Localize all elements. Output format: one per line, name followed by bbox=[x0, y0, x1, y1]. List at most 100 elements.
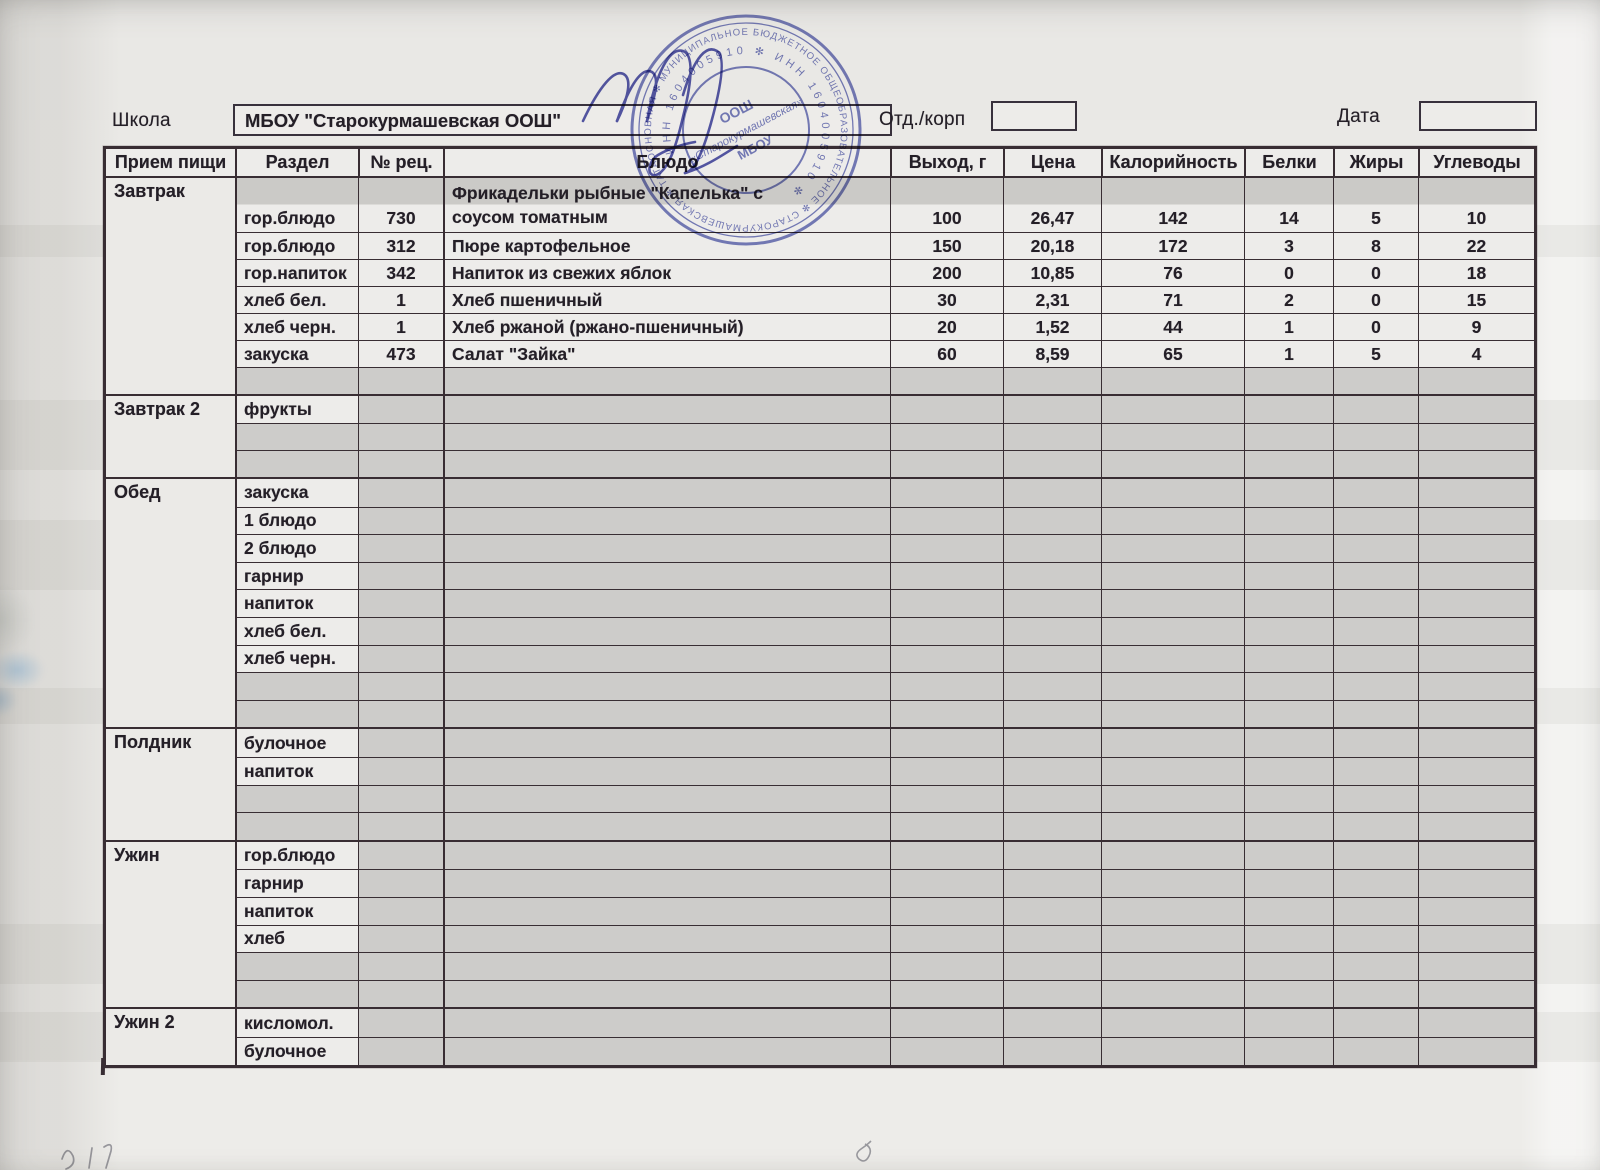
cell-price bbox=[1003, 479, 1101, 507]
cell-fat bbox=[1333, 756, 1418, 785]
cell-dish: Напиток из свежих яблок bbox=[443, 259, 890, 286]
cell-dish bbox=[443, 924, 890, 953]
cell-value: 3 bbox=[1284, 235, 1294, 256]
cell-carbs bbox=[1418, 367, 1534, 394]
cell-value: 1 bbox=[396, 316, 406, 337]
cell-out bbox=[890, 812, 1003, 840]
dept-field bbox=[991, 101, 1077, 131]
cell-value: 20,18 bbox=[1030, 235, 1075, 256]
cell-dish: Хлеб ржаной (ржано-пшеничный) bbox=[443, 313, 890, 340]
cell-protein: 0 bbox=[1244, 259, 1333, 286]
cell-fat bbox=[1333, 561, 1418, 590]
cell-value: 10 bbox=[1466, 208, 1487, 228]
school-name-value: МБОУ "Старокурмашевская ООШ" bbox=[245, 110, 561, 131]
cell-razdel: хлеб черн. bbox=[235, 644, 358, 673]
cell-value: 172 bbox=[1158, 235, 1188, 256]
cell-value: 200 bbox=[932, 262, 962, 283]
cell-razdel bbox=[235, 450, 358, 477]
cell-value: напиток bbox=[244, 900, 314, 921]
cell-carbs: 9 bbox=[1418, 313, 1534, 340]
cell-razdel: гор.блюдо bbox=[235, 841, 358, 870]
cell-out bbox=[890, 450, 1003, 477]
cell-carbs bbox=[1418, 589, 1534, 617]
cell-carbs bbox=[1418, 699, 1534, 728]
cell-value: 10,85 bbox=[1030, 262, 1075, 283]
cell-value: 22 bbox=[1466, 235, 1487, 256]
cell-rec bbox=[358, 450, 443, 477]
cell-out bbox=[890, 479, 1003, 507]
cell-fat: 8 bbox=[1333, 232, 1418, 259]
cell-rec bbox=[358, 699, 443, 728]
cell-fat bbox=[1333, 979, 1418, 1008]
cell-protein bbox=[1244, 644, 1333, 673]
meal-cell: Завтрак bbox=[106, 178, 235, 394]
ink-stain bbox=[0, 575, 67, 725]
cell-value: напиток bbox=[244, 593, 314, 614]
cell-razdel: напиток bbox=[235, 756, 358, 785]
cell-protein: 2 bbox=[1244, 286, 1333, 313]
cell-protein bbox=[1244, 672, 1333, 700]
cell-price bbox=[1003, 841, 1101, 870]
cell-carbs: 22 bbox=[1418, 232, 1534, 259]
cell-cal bbox=[1101, 534, 1244, 562]
cell-value: 0 bbox=[1371, 289, 1381, 310]
cell-fat bbox=[1333, 616, 1418, 645]
cell-carbs bbox=[1418, 616, 1534, 645]
cell-rec bbox=[358, 506, 443, 535]
cell-fat bbox=[1333, 699, 1418, 728]
cell-carbs bbox=[1418, 479, 1534, 507]
cell-out bbox=[890, 869, 1003, 897]
meal-cell: Завтрак 2 bbox=[106, 396, 235, 477]
cell-out: 30 bbox=[890, 286, 1003, 313]
cell-dish bbox=[443, 506, 890, 535]
cell-protein: 3 bbox=[1244, 232, 1333, 259]
cell-rec bbox=[358, 869, 443, 897]
cell-out bbox=[890, 672, 1003, 700]
cell-value: 30 bbox=[937, 289, 957, 310]
cell-carbs bbox=[1418, 423, 1534, 450]
cell-protein: 1 bbox=[1244, 313, 1333, 340]
cell-fat bbox=[1333, 367, 1418, 394]
cell-rec bbox=[358, 784, 443, 813]
cell-out bbox=[890, 423, 1003, 450]
cell-dish: Фрикадельки рыбные "Капелька" с соусом т… bbox=[443, 178, 890, 232]
cell-carbs: 18 bbox=[1418, 259, 1534, 286]
cell-protein bbox=[1244, 841, 1333, 870]
cell-price bbox=[1003, 924, 1101, 953]
cell-dish bbox=[443, 841, 890, 870]
column-header: Калорийность bbox=[1101, 149, 1244, 176]
cell-value: 8,59 bbox=[1035, 343, 1070, 364]
cell-out: 100 bbox=[890, 178, 1003, 232]
cell-dish bbox=[443, 1037, 890, 1066]
cell-out bbox=[890, 396, 1003, 423]
cell-razdel: напиток bbox=[235, 589, 358, 617]
cell-razdel: 2 блюдо bbox=[235, 534, 358, 562]
cell-value: 0 bbox=[1371, 316, 1381, 337]
cell-fat bbox=[1333, 396, 1418, 423]
cell-value: 20 bbox=[937, 316, 957, 337]
cell-dish bbox=[443, 812, 890, 840]
cell-rec: 1 bbox=[358, 286, 443, 313]
pencil-note bbox=[61, 1143, 113, 1170]
cell-dish bbox=[443, 479, 890, 507]
cell-razdel: гор.напиток bbox=[235, 259, 358, 286]
column-header: Прием пищи bbox=[106, 149, 235, 176]
column-header: № рец. bbox=[358, 149, 443, 176]
cell-dish bbox=[443, 756, 890, 785]
date-field bbox=[1419, 101, 1537, 131]
meal-cell: Ужин bbox=[106, 841, 235, 1008]
menu-table: Прием пищи Раздел № рец. Блюдо Выход, г Цена К… bbox=[103, 146, 1537, 1069]
cell-value: гор.блюдо bbox=[244, 208, 336, 228]
cell-value: 100 bbox=[932, 208, 962, 228]
cell-out bbox=[890, 589, 1003, 617]
cell-protein bbox=[1244, 1037, 1333, 1066]
cell-price bbox=[1003, 869, 1101, 897]
cell-rec bbox=[358, 423, 443, 450]
cell-fat bbox=[1333, 841, 1418, 870]
cell-carbs bbox=[1418, 896, 1534, 925]
cell-value: 342 bbox=[386, 262, 416, 283]
cell-rec bbox=[358, 1037, 443, 1066]
cell-rec: 312 bbox=[358, 232, 443, 259]
cell-dish bbox=[443, 1009, 890, 1038]
cell-value: 5 bbox=[1371, 343, 1381, 364]
